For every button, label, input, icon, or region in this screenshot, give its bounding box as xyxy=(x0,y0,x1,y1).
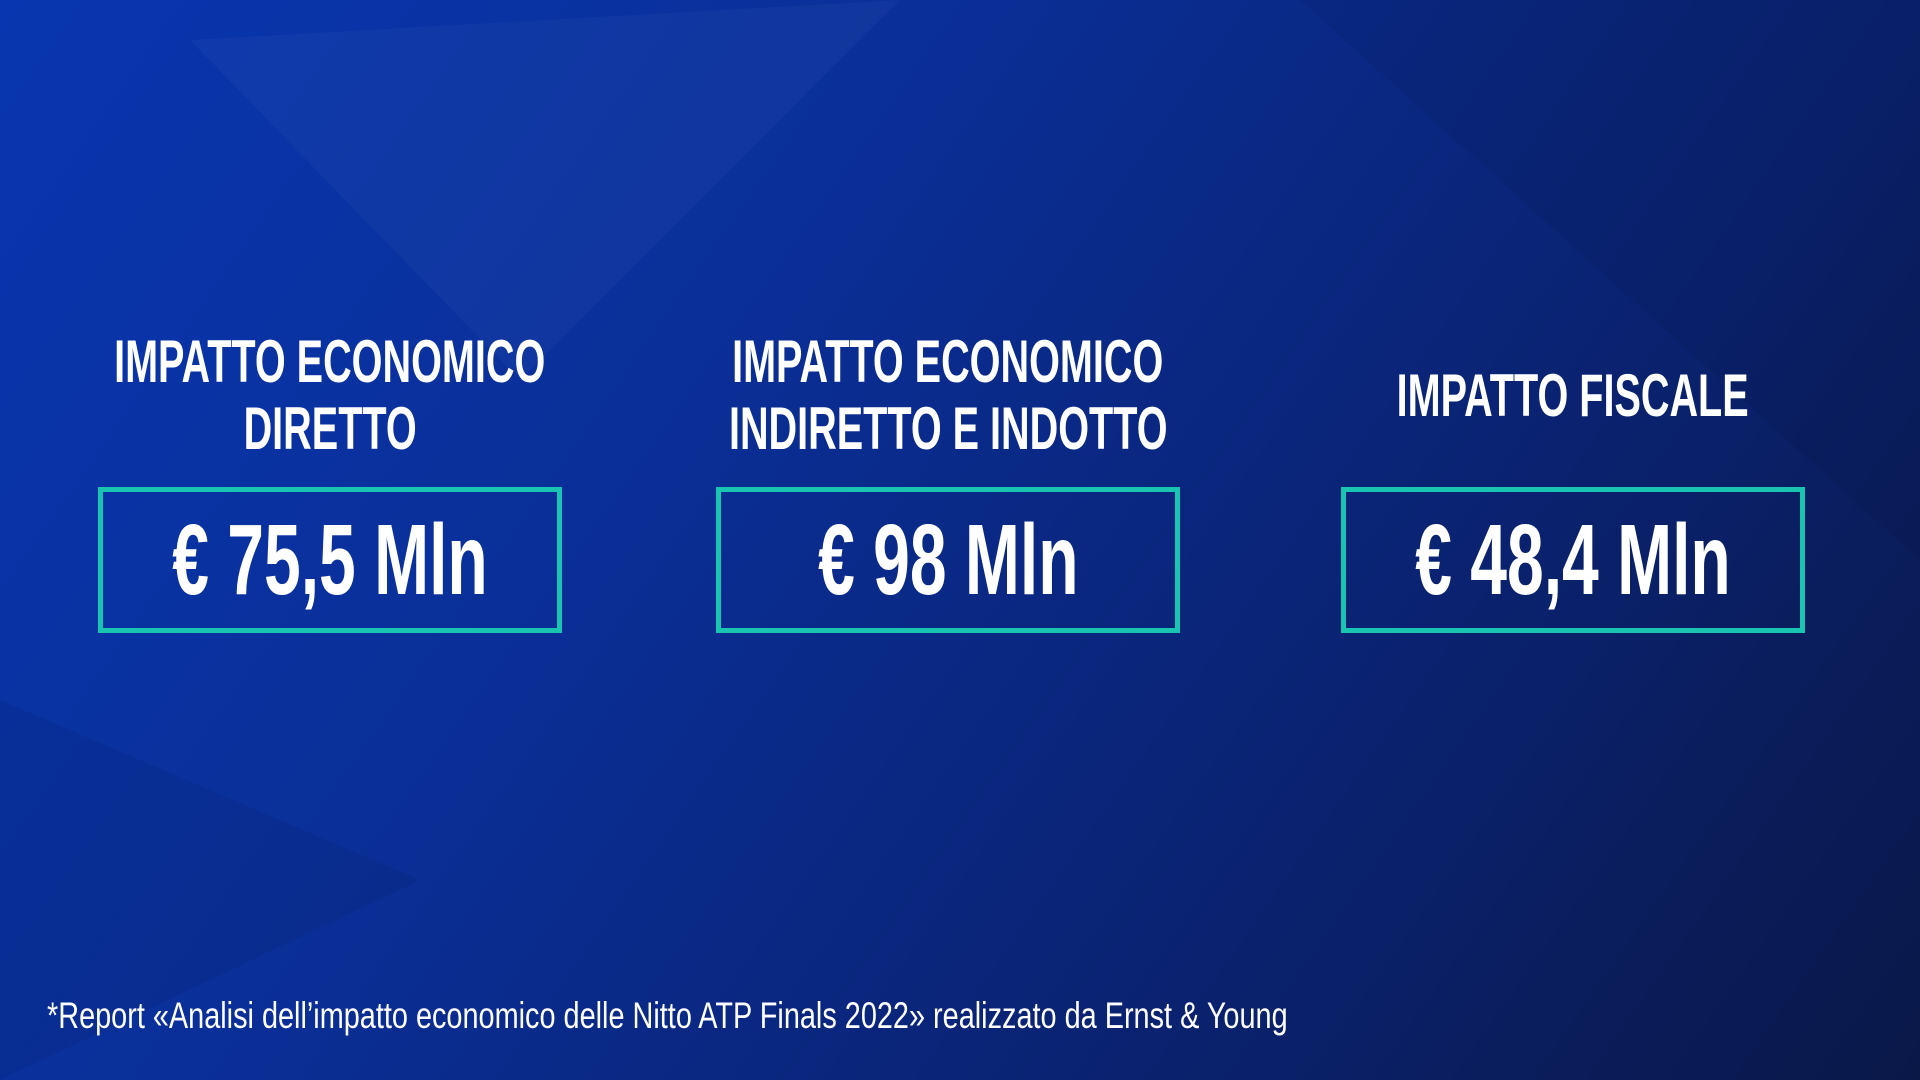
label-line: IMPATTO FISCALE xyxy=(1397,361,1750,429)
value-box: € 98 Mln xyxy=(716,487,1180,633)
stat-label: IMPATTO ECONOMICO INDIRETTO E INDOTTO xyxy=(716,320,1180,470)
label-line: IMPATTO ECONOMICO xyxy=(732,328,1164,395)
footnote: *Report «Analisi dell’impatto economico … xyxy=(47,995,1288,1036)
stat-value: € 98 Mln xyxy=(817,503,1079,616)
label-line: IMPATTO ECONOMICO xyxy=(114,328,546,395)
stat-value: € 75,5 Mln xyxy=(172,503,488,616)
value-box: € 75,5 Mln xyxy=(98,487,562,633)
value-box: € 48,4 Mln xyxy=(1341,487,1805,633)
label-line: INDIRETTO E INDOTTO xyxy=(728,395,1168,462)
label-line: DIRETTO xyxy=(243,395,417,462)
stat-label: IMPATTO ECONOMICO DIRETTO xyxy=(98,320,562,470)
stat-label: IMPATTO FISCALE xyxy=(1341,320,1805,470)
stat-value: € 48,4 Mln xyxy=(1415,503,1731,616)
